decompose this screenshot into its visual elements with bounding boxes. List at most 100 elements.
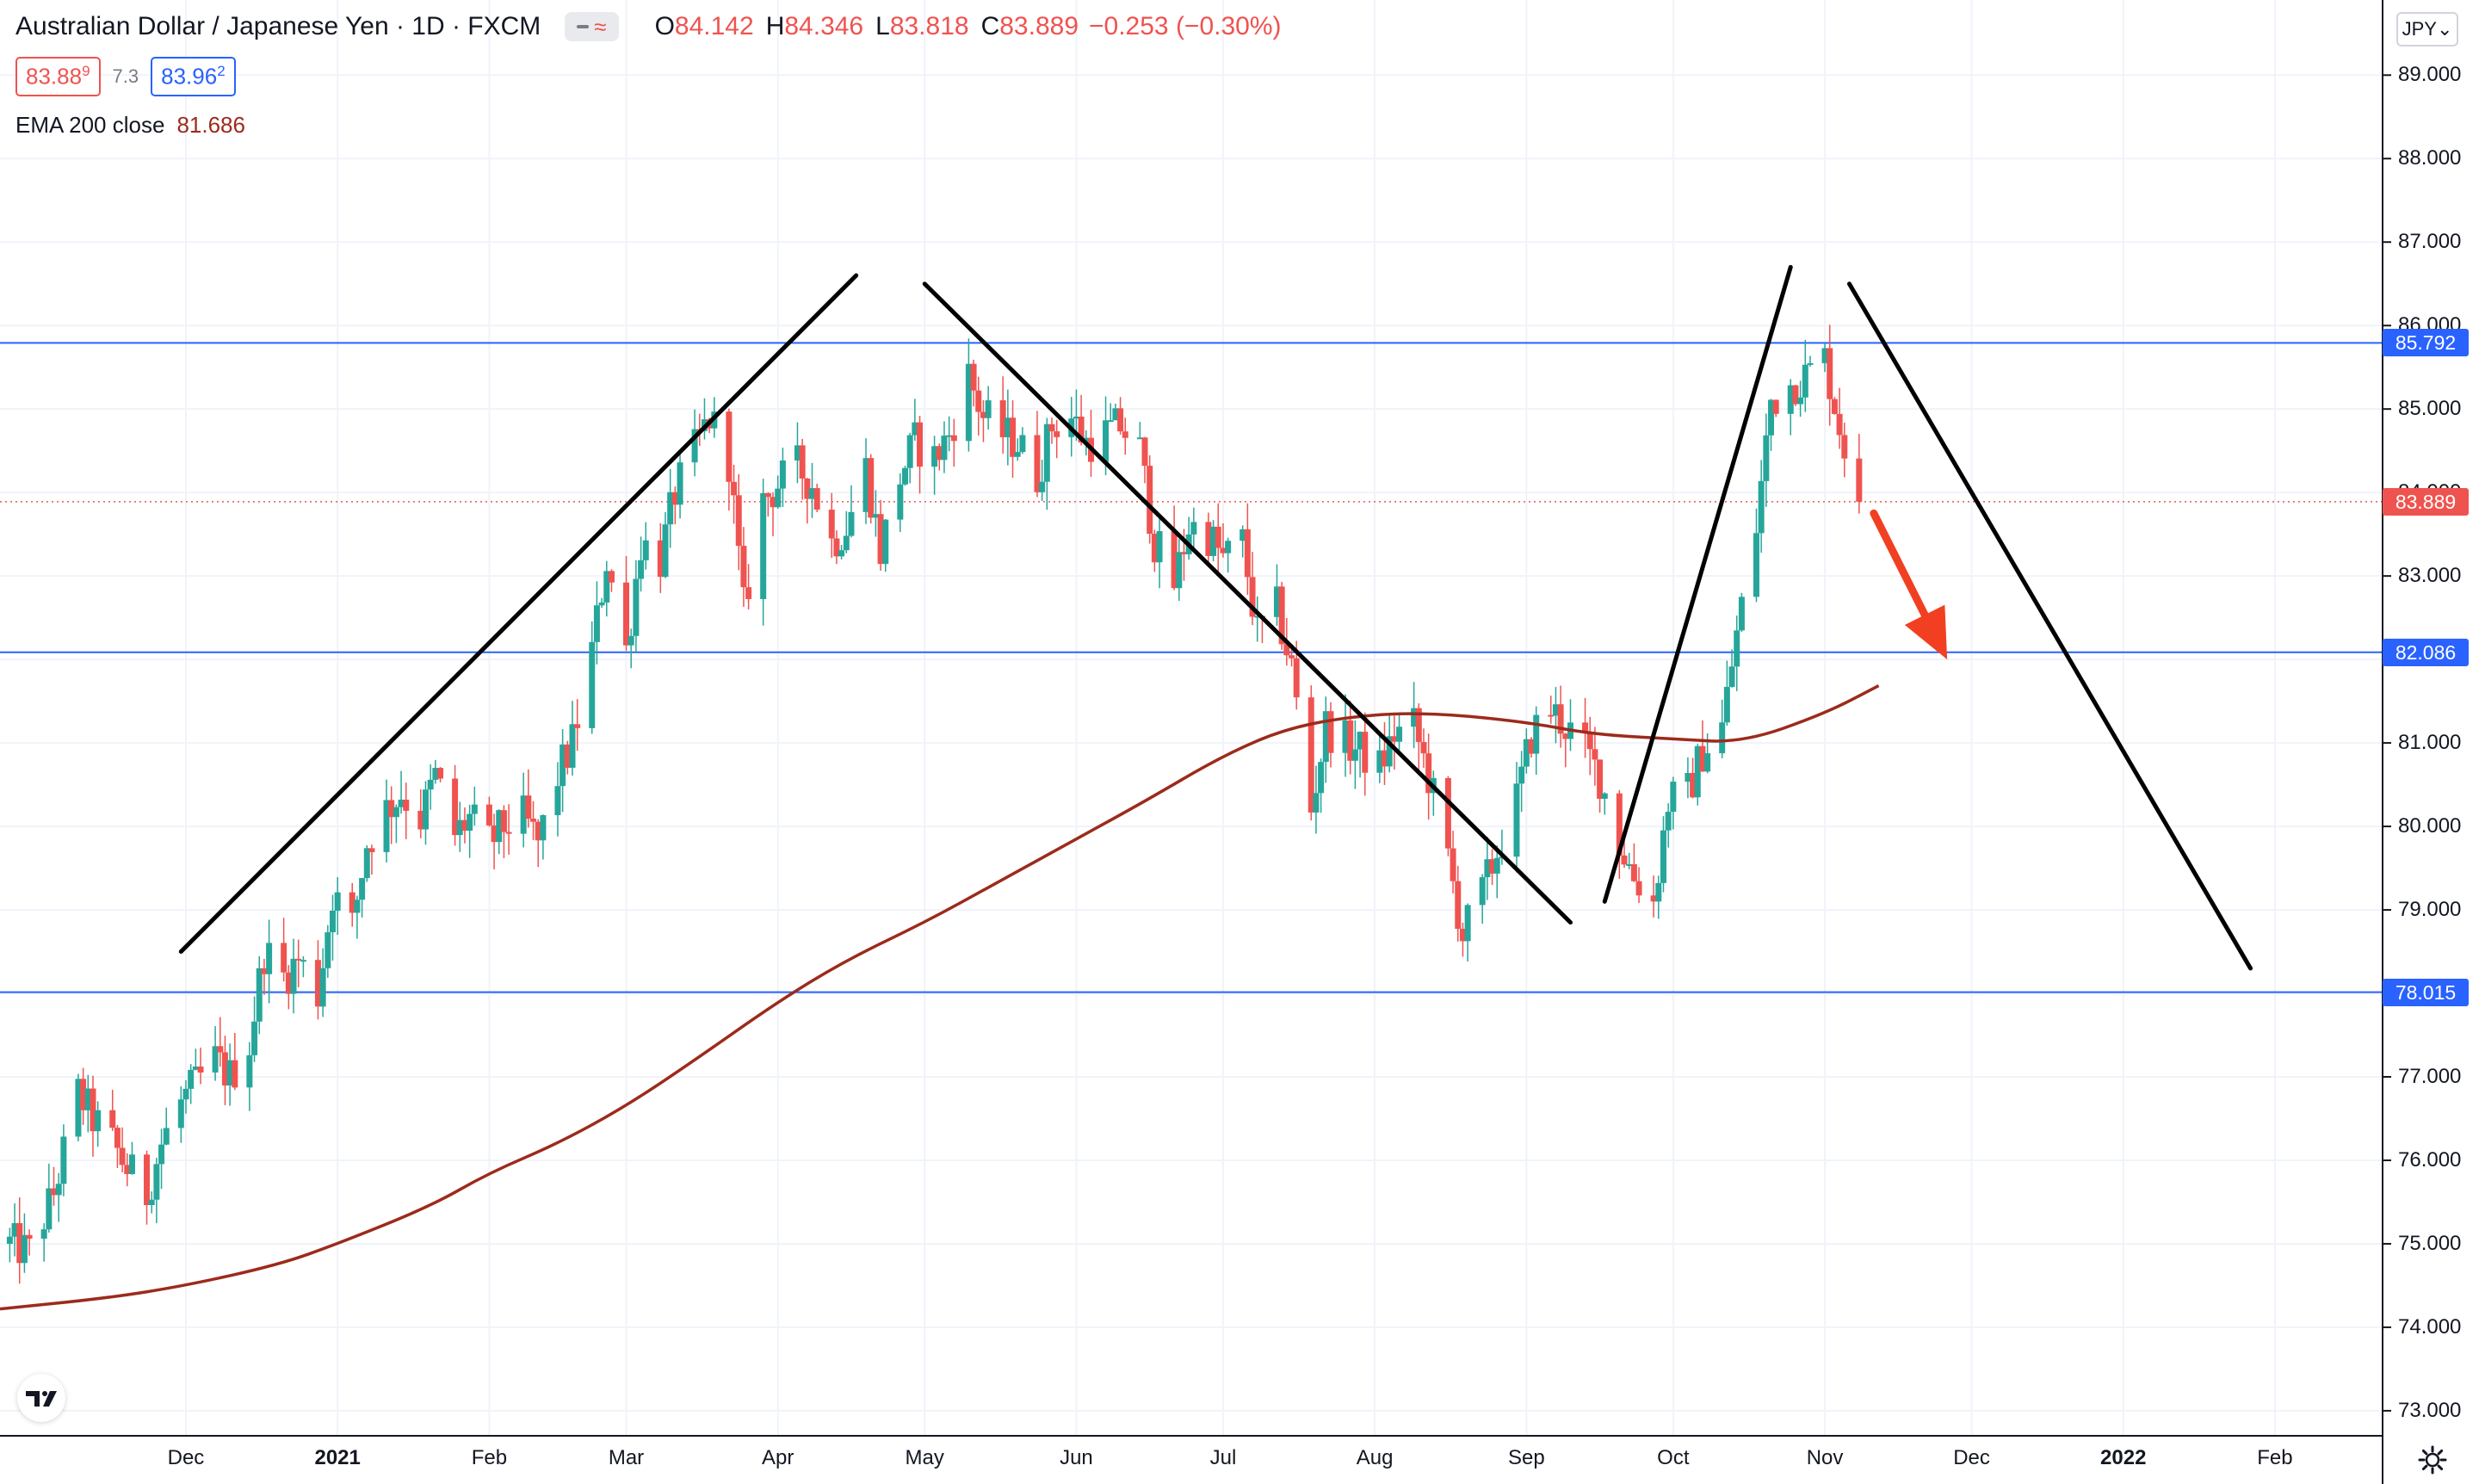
eye-wave-icon[interactable]: ≈ bbox=[565, 12, 619, 41]
candle-body bbox=[1464, 905, 1471, 942]
candle-body bbox=[128, 1154, 135, 1174]
candle-body bbox=[359, 878, 366, 900]
candle-body bbox=[833, 538, 840, 557]
candle-body bbox=[608, 571, 615, 583]
candle-body bbox=[1048, 424, 1055, 432]
candle-body bbox=[1586, 732, 1593, 750]
y-tick-label: 73.000 bbox=[2398, 1398, 2462, 1422]
candle-body bbox=[1351, 749, 1358, 761]
candle-body bbox=[329, 910, 336, 933]
candle-body bbox=[1083, 437, 1090, 443]
candle-body bbox=[1444, 777, 1451, 849]
candle-body bbox=[1694, 745, 1701, 798]
candle-body bbox=[906, 435, 913, 468]
candle-body bbox=[1420, 741, 1427, 754]
down-arrow-head bbox=[1904, 604, 1948, 660]
candle-body bbox=[1396, 727, 1403, 742]
candle-body bbox=[1601, 793, 1608, 799]
candle-body bbox=[1425, 753, 1432, 794]
candle-body bbox=[158, 1144, 165, 1165]
candle-body bbox=[1772, 399, 1779, 414]
candle-body bbox=[1136, 437, 1143, 440]
candle-body bbox=[349, 892, 355, 913]
candle-body bbox=[1719, 722, 1726, 754]
candle-body bbox=[1548, 714, 1555, 717]
candle-body bbox=[75, 1079, 82, 1137]
ohlc-label-o: O bbox=[654, 12, 675, 40]
candle-body bbox=[40, 1229, 47, 1239]
y-tick-label: 88.000 bbox=[2398, 146, 2462, 170]
candle-body bbox=[1699, 745, 1706, 772]
candle-body bbox=[1190, 522, 1197, 535]
ohlc-value-l: 83.818 bbox=[889, 12, 969, 40]
candle-body bbox=[261, 968, 268, 974]
last-price-tag: 83.889 bbox=[2383, 487, 2469, 516]
candle-body bbox=[21, 1234, 28, 1264]
candle-body bbox=[1763, 435, 1770, 481]
candle-body bbox=[520, 795, 527, 834]
candle-body bbox=[1489, 859, 1496, 874]
candle-body bbox=[1244, 529, 1251, 578]
candle-body bbox=[1078, 416, 1085, 443]
candle-body bbox=[1841, 435, 1848, 459]
candle-body bbox=[1831, 399, 1838, 414]
candle-body bbox=[109, 1110, 116, 1128]
ema-value: 81.686 bbox=[176, 112, 245, 138]
candle-body bbox=[452, 778, 459, 836]
symbol-title[interactable]: Australian Dollar / Japanese Yen · 1D · … bbox=[15, 12, 541, 40]
candle-body bbox=[485, 804, 492, 825]
level-price-tag: 85.792 bbox=[2383, 329, 2469, 357]
candle-body bbox=[290, 958, 297, 994]
candle-body bbox=[90, 1088, 96, 1132]
candle-body bbox=[456, 819, 463, 836]
candle-body bbox=[1592, 749, 1598, 760]
buy-price-button[interactable]: 83.962 bbox=[151, 57, 236, 96]
gear-icon[interactable] bbox=[2415, 1443, 2450, 1477]
candle-body bbox=[1382, 750, 1388, 767]
candle-body bbox=[1650, 895, 1657, 902]
candle-body bbox=[1322, 711, 1329, 763]
candle-body bbox=[530, 819, 537, 822]
trendline-drawings bbox=[178, 264, 2253, 971]
sell-price-button[interactable]: 83.889 bbox=[15, 57, 101, 96]
y-tick-label: 87.000 bbox=[2398, 230, 2462, 254]
ohlc-label-h: H bbox=[765, 12, 785, 40]
candle-body bbox=[691, 429, 698, 463]
candle-body bbox=[363, 848, 370, 879]
candle-body bbox=[1734, 630, 1740, 667]
trendline bbox=[922, 281, 1573, 925]
candle-body bbox=[1225, 541, 1232, 553]
candle-body bbox=[1415, 708, 1422, 742]
candle-body bbox=[1484, 859, 1491, 878]
candle-body bbox=[232, 1060, 238, 1088]
x-tick-label: Apr bbox=[762, 1446, 794, 1469]
x-tick-label: 2022 bbox=[2100, 1446, 2147, 1469]
candle-body bbox=[325, 932, 331, 968]
wave-icon: ≈ bbox=[594, 14, 607, 40]
candle-body bbox=[393, 807, 399, 818]
candle-body bbox=[1557, 704, 1564, 734]
candle-body bbox=[627, 635, 634, 646]
ohlc-label-c: C bbox=[980, 12, 1000, 40]
candle-body bbox=[1670, 782, 1677, 813]
candle-body bbox=[1518, 766, 1525, 784]
candle-body bbox=[946, 435, 953, 437]
candle-body bbox=[148, 1199, 155, 1206]
candle-body bbox=[217, 1046, 224, 1053]
currency-selector[interactable]: JPY⌄ bbox=[2396, 12, 2458, 46]
ema-200-line bbox=[0, 684, 1880, 1311]
candle-body bbox=[461, 819, 468, 832]
candle-body bbox=[197, 1067, 204, 1073]
tradingview-logo-icon[interactable] bbox=[17, 1374, 65, 1422]
candle-body bbox=[1122, 431, 1128, 438]
x-tick-label: Feb bbox=[2257, 1446, 2293, 1469]
ema-legend[interactable]: EMA 200 close 81.686 bbox=[15, 112, 245, 139]
candle-body bbox=[813, 488, 820, 510]
candle-body bbox=[1821, 348, 1828, 363]
candle-body bbox=[1112, 408, 1119, 421]
candle-body bbox=[500, 810, 507, 832]
candle-body bbox=[1117, 408, 1124, 432]
ohlc-value-h: 84.346 bbox=[784, 12, 864, 40]
